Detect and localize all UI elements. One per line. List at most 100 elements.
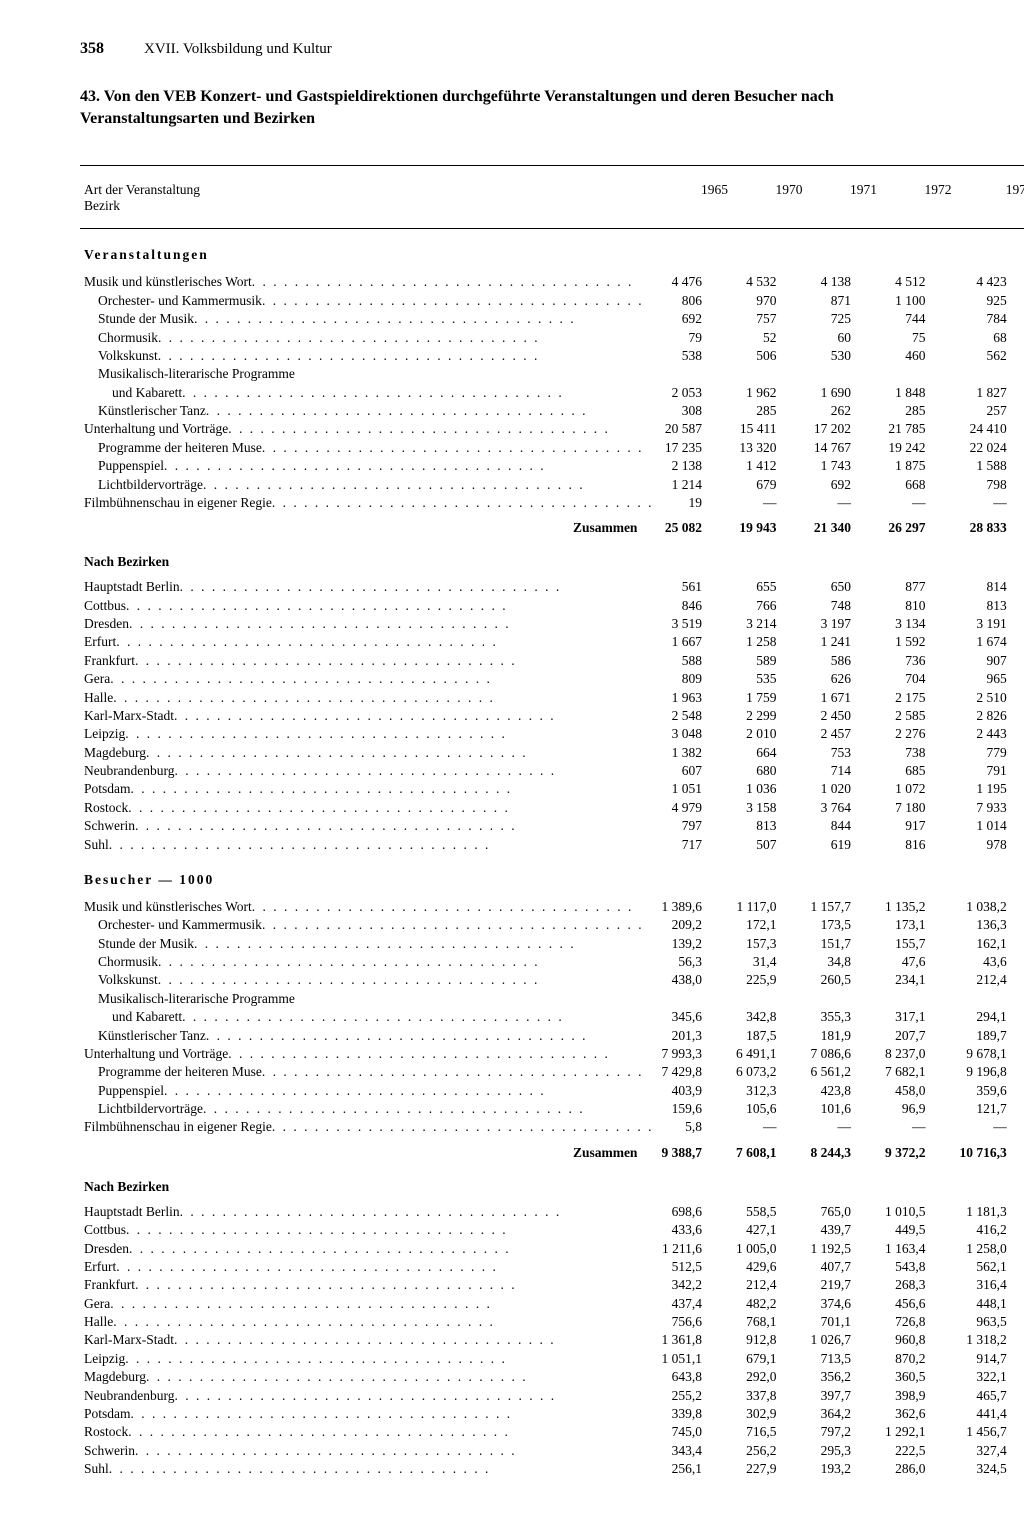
row-label: Frankfurt [80,1276,657,1294]
cell-value: 17 235 [657,439,732,457]
table-row: und Kabarett 2 0531 9621 6901 8481 827 [80,383,1024,401]
cell-value: 31,4 [732,953,807,971]
cell-value: 1 214 [657,475,732,493]
row-label: Musik und künstlerisches Wort [80,898,657,916]
cell-value: — [955,494,1024,512]
cell-value: 2 450 [806,707,881,725]
cell-value: 871 [806,292,881,310]
cell-value: 753 [806,743,881,761]
head-year: 1970 [732,168,807,229]
cell-value: 963,5 [955,1313,1024,1331]
cell-value: 701,1 [806,1313,881,1331]
cell-value: 460 [881,347,956,365]
cell-value: 978 [955,835,1024,853]
cell-value: 6 561,2 [806,1063,881,1081]
row-label: und Kabarett [80,1008,657,1026]
row-label: Programme der heiteren Muse [80,439,657,457]
table-row: Puppenspiel 2 1381 4121 7431 8751 588 [80,457,1024,475]
table-row: Hauptstadt Berlin 561655650877814 [80,578,1024,596]
cell-value: 356,2 [806,1368,881,1386]
cell-value: 925 [955,292,1024,310]
cell-value: 846 [657,596,732,614]
cell-value: 1 456,7 [955,1423,1024,1441]
cell-value: 286,0 [881,1460,956,1478]
cell-value: 744 [881,310,956,328]
cell-value: 704 [881,670,956,688]
cell-value: 713,5 [806,1350,881,1368]
cell-value: 643,8 [657,1368,732,1386]
row-label: Potsdam [80,780,657,798]
cell-value: 3 519 [657,615,732,633]
cell-value: 397,7 [806,1386,881,1404]
cell-value: 813 [955,596,1024,614]
cell-value: 2 138 [657,457,732,475]
cell-value: 1 195 [955,780,1024,798]
cell-value: 844 [806,817,881,835]
cell-value: 679,1 [732,1350,807,1368]
head-year: 1965 [657,168,732,229]
cell-value: 26 297 [881,512,956,540]
table-row: Volkskunst 438,0225,9260,5234,1212,4 [80,971,1024,989]
cell-value: 1 241 [806,633,881,651]
table-row: und Kabarett 345,6342,8355,3317,1294,1 [80,1008,1024,1026]
cell-value: 1 671 [806,688,881,706]
cell-value: 458,0 [881,1081,956,1099]
cell-value: 56,3 [657,953,732,971]
table-row: Neubrandenburg 607680714685791 [80,762,1024,780]
cell-value: 1 036 [732,780,807,798]
cell-value: 2 510 [955,688,1024,706]
cell-value: 765,0 [806,1203,881,1221]
cell-value: 101,6 [806,1100,881,1118]
cell-value: 181,9 [806,1026,881,1044]
cell-value: 75 [881,328,956,346]
row-label: Karl-Marx-Stadt [80,707,657,725]
subhead-label: Nach Bezirken [80,1165,1024,1203]
cell-value: 914,7 [955,1350,1024,1368]
cell-value: 256,1 [657,1460,732,1478]
page-header: 358 XVII. Volksbildung und Kultur [80,40,964,58]
row-label: Schwerin [80,1441,657,1459]
subhead-row: Nach Bezirken [80,540,1024,578]
cell-value: 13 320 [732,439,807,457]
cell-value: 207,7 [881,1026,956,1044]
cell-value: 507 [732,835,807,853]
total-label: Zusammen [80,512,657,540]
table-row: Potsdam 1 0511 0361 0201 0721 195 [80,780,1024,798]
cell-value: 4 512 [881,273,956,291]
table-row: Potsdam 339,8302,9364,2362,6441,4 [80,1405,1024,1423]
cell-value: 2 299 [732,707,807,725]
cell-value: 193,2 [806,1460,881,1478]
cell-value: 877 [881,578,956,596]
cell-value: 1 157,7 [806,898,881,916]
cell-value: — [806,1118,881,1136]
cell-value: 9 196,8 [955,1063,1024,1081]
cell-value: 692 [806,475,881,493]
cell-value: 9 372,2 [881,1137,956,1165]
cell-value: 364,2 [806,1405,881,1423]
cell-value: 437,4 [657,1294,732,1312]
table-row: Programme der heiteren Muse 7 429,86 073… [80,1063,1024,1081]
table-row: Musikalisch-literarische Programme [80,990,1024,1008]
cell-value: 324,5 [955,1460,1024,1478]
table-row: Halle 756,6768,1701,1726,8963,5 [80,1313,1024,1331]
row-label: Lichtbildervorträge [80,1100,657,1118]
cell-value: 201,3 [657,1026,732,1044]
cell-value: 260,5 [806,971,881,989]
row-label: Musikalisch-literarische Programme [80,365,657,383]
cell-value: 187,5 [732,1026,807,1044]
cell-value: 1 292,1 [881,1423,956,1441]
cell-value: 907 [955,652,1024,670]
cell-value: 1 588 [955,457,1024,475]
cell-value: 339,8 [657,1405,732,1423]
table-row: Filmbühnenschau in eigener Regie 19———— [80,494,1024,512]
cell-value: 3 158 [732,799,807,817]
row-label: Leipzig [80,725,657,743]
head-year: 1973 [955,168,1024,229]
cell-value: 173,1 [881,916,956,934]
cell-value: 3 764 [806,799,881,817]
cell-value: 506 [732,347,807,365]
cell-value: 3 048 [657,725,732,743]
cell-value: 2 443 [955,725,1024,743]
table-row: Chormusik 7952607568 [80,328,1024,346]
table-row: Unterhaltung und Vorträge 20 58715 41117… [80,420,1024,438]
